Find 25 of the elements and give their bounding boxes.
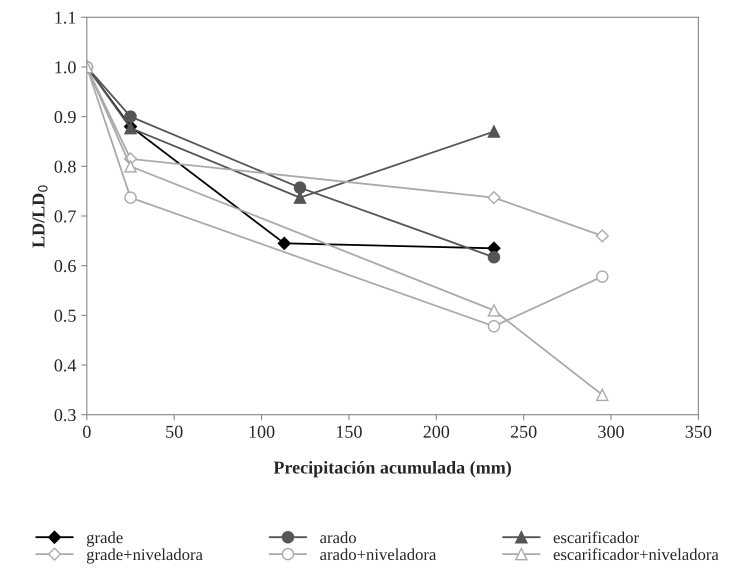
y-tick-label: 0.7 bbox=[54, 210, 76, 223]
x-axis-title: Precipitación acumulada (mm) bbox=[274, 460, 511, 478]
legend-label: arado bbox=[320, 531, 356, 544]
y-tick-label: 0.3 bbox=[54, 408, 76, 422]
legend-label: escarificador bbox=[554, 531, 639, 544]
y-tick-label: 0.6 bbox=[54, 260, 76, 272]
legend-label: arado+niveladora bbox=[320, 548, 436, 560]
legend-label: escarificador+niveladora bbox=[554, 548, 719, 560]
y-tick-label: 0.5 bbox=[54, 310, 76, 322]
x-tick-label: 350 bbox=[686, 426, 712, 438]
legend-label: grade+niveladora bbox=[86, 548, 203, 564]
x-tick-label: 250 bbox=[510, 426, 536, 438]
x-tick-label: 50 bbox=[166, 426, 183, 438]
x-tick-label: 300 bbox=[598, 426, 624, 438]
x-tick-label: 150 bbox=[336, 426, 362, 438]
x-tick-label: 0 bbox=[83, 426, 91, 438]
x-tick-label: 100 bbox=[250, 426, 274, 438]
y-axis-title: LD/LD$_{0}$ bbox=[32, 185, 48, 248]
legend-label: grade bbox=[86, 531, 123, 547]
y-tick-label: 0.4 bbox=[54, 359, 76, 372]
y-tick-label: 1.0 bbox=[55, 61, 76, 74]
y-tick-label: 1.1 bbox=[55, 12, 76, 24]
y-tick-label: 0.9 bbox=[54, 110, 76, 124]
y-tick-label: 0.8 bbox=[54, 160, 76, 173]
x-tick-label: 200 bbox=[424, 426, 450, 438]
